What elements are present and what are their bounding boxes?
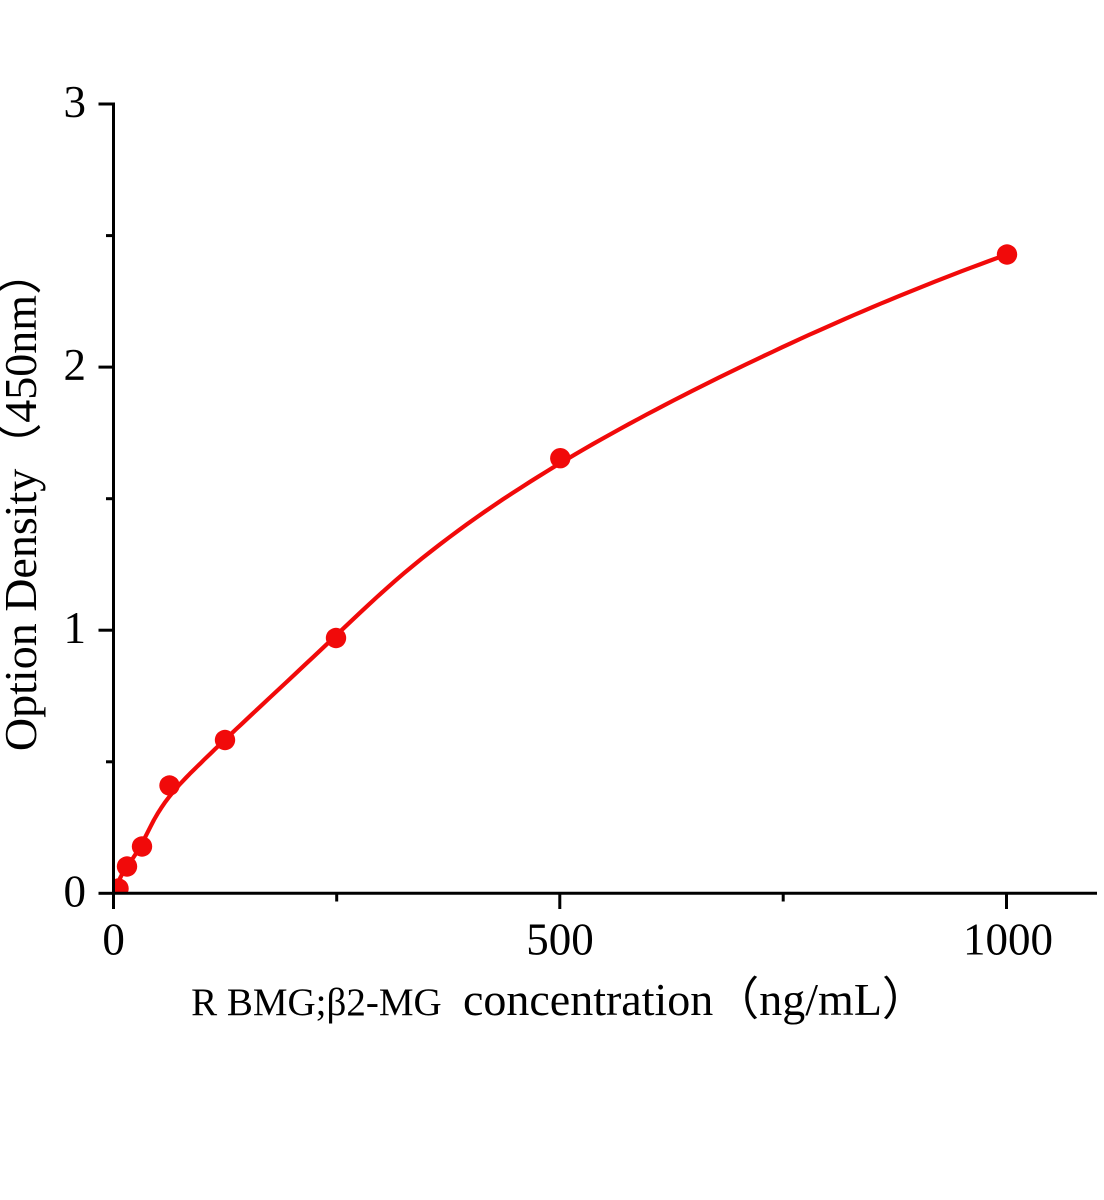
svg-text:1: 1: [64, 603, 87, 653]
svg-text:500: 500: [526, 915, 594, 965]
svg-text:2: 2: [64, 340, 87, 390]
svg-text:Option Density（450nm）: Option Density（450nm）: [0, 249, 46, 751]
svg-text:3: 3: [64, 77, 87, 127]
svg-text:1000: 1000: [963, 915, 1053, 965]
svg-text:0: 0: [64, 866, 87, 916]
svg-text:R BMG;β2-MG concentration（ng/: R BMG;β2-MG concentration（ng/mL）: [191, 974, 928, 1025]
svg-text:0: 0: [102, 915, 125, 965]
